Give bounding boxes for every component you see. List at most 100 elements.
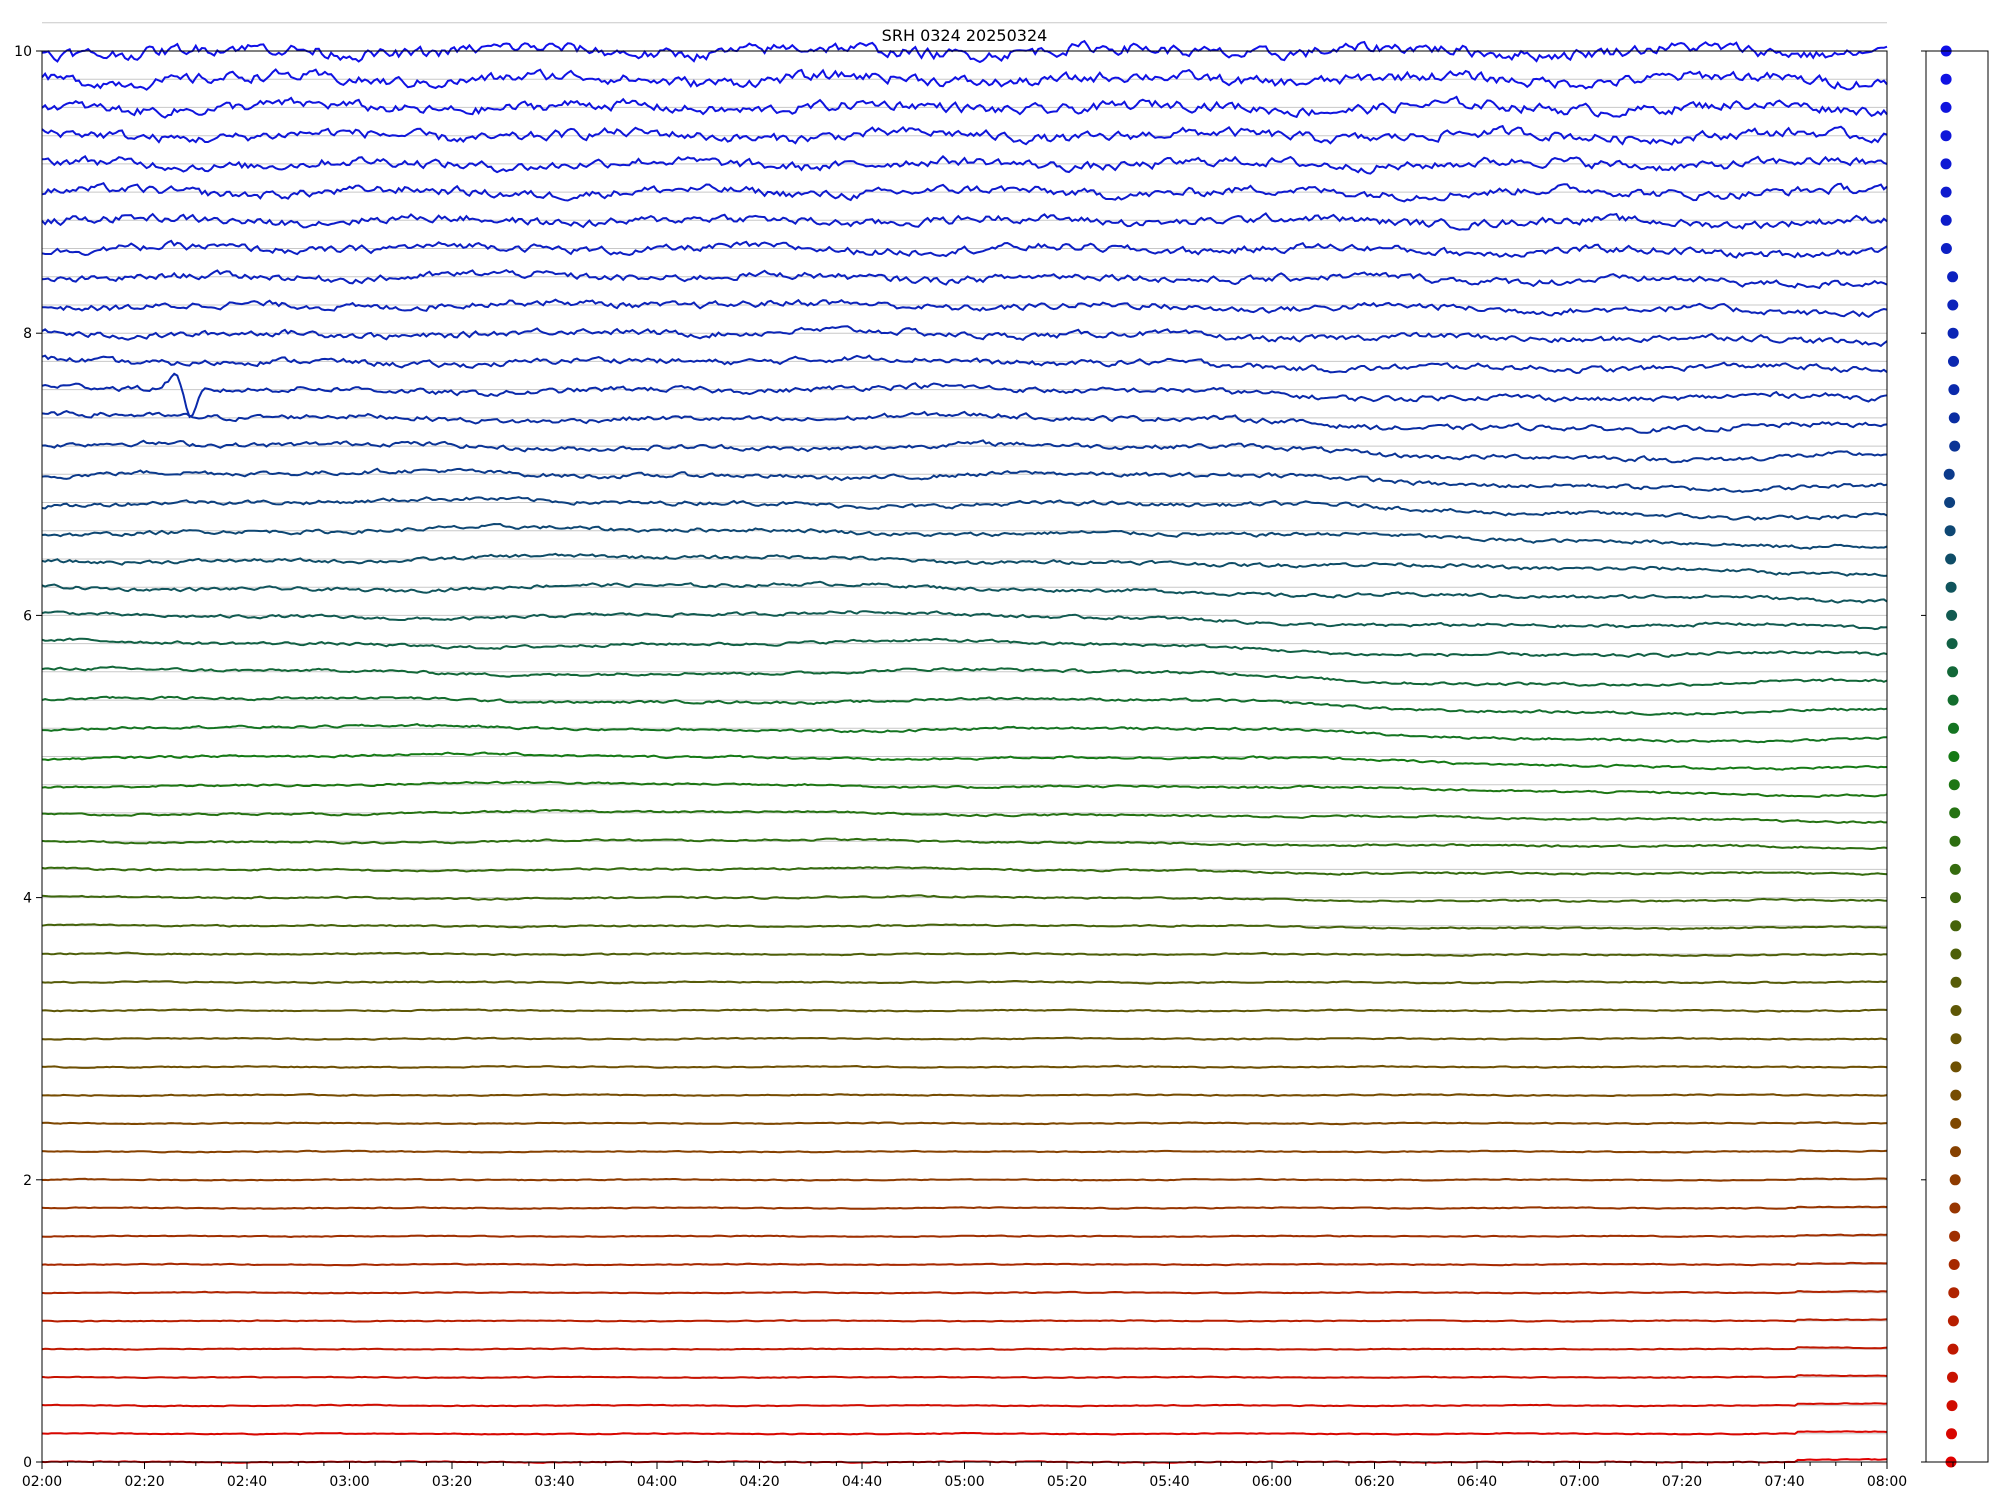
series-line <box>41 239 1888 259</box>
series-marker <box>1947 694 1959 706</box>
series-line <box>41 1402 1888 1408</box>
series-line <box>41 95 1888 119</box>
series-marker <box>1949 1230 1961 1242</box>
x-tick-label: 02:00 <box>22 1474 62 1490</box>
series-marker <box>1940 214 1952 226</box>
series-marker <box>1950 1089 1962 1101</box>
series-line <box>41 1121 1888 1126</box>
series-line <box>42 808 1887 824</box>
x-tick-label: 02:40 <box>227 1474 267 1490</box>
x-tick-label: 08:00 <box>1867 1474 1907 1490</box>
series-line <box>41 325 1888 348</box>
x-tick-label: 07:00 <box>1559 1474 1599 1490</box>
axes-layer: 0 2 4 6 8 10 02:00 02:20 02:40 03:00 03:20 03:40 04:… <box>14 44 1907 1490</box>
series-marker <box>1940 243 1952 254</box>
series-line <box>41 837 1888 851</box>
series-layer <box>41 39 1888 1464</box>
series-marker <box>1949 1202 1961 1214</box>
x-tick-label: 06:00 <box>1252 1474 1292 1490</box>
x-tick-label: 07:40 <box>1764 1474 1804 1490</box>
series-line <box>41 1205 1888 1210</box>
x-tick-label: 05:00 <box>944 1474 984 1490</box>
series-marker <box>1949 835 1961 847</box>
y-tick-label: 4 <box>23 891 32 907</box>
series-line <box>41 1149 1888 1154</box>
chart-title: SRH 0324 20250324 <box>881 26 1048 45</box>
series-marker <box>1950 892 1961 904</box>
series-line <box>42 751 1888 771</box>
series-marker <box>1940 158 1952 170</box>
x-tick-label: 03:20 <box>432 1474 472 1490</box>
series-line <box>41 354 1888 375</box>
x-tick-label: 03:00 <box>329 1474 369 1490</box>
series-line <box>41 951 1888 958</box>
x-tick-label: 04:20 <box>739 1474 779 1490</box>
series-line <box>41 39 1888 64</box>
y-tick-label: 6 <box>23 608 32 624</box>
series-marker <box>1950 1146 1961 1158</box>
series-line <box>41 552 1888 577</box>
series-marker <box>1947 666 1959 678</box>
series-line <box>41 212 1888 231</box>
series-marker <box>1945 581 1957 593</box>
series-line <box>41 372 1888 419</box>
series-marker <box>1949 1174 1961 1186</box>
series-line <box>41 1233 1888 1239</box>
series-line <box>41 496 1888 521</box>
series-line <box>42 1092 1888 1098</box>
series-marker <box>1950 948 1962 960</box>
series-marker <box>1948 1287 1960 1299</box>
series-line <box>41 894 1888 903</box>
series-marker <box>1946 1400 1958 1412</box>
side-panel-frame <box>1925 50 1989 1463</box>
x-tick-label: 03:40 <box>534 1474 574 1490</box>
x-tick-label: 06:40 <box>1457 1474 1497 1490</box>
y-tick-label: 2 <box>23 1173 32 1189</box>
series-line <box>42 723 1887 744</box>
series-line <box>41 637 1888 658</box>
series-marker <box>1947 299 1959 311</box>
series-marker <box>1948 412 1960 424</box>
series-marker <box>1944 525 1956 537</box>
series-line <box>41 695 1888 716</box>
series-marker <box>1949 863 1961 875</box>
series-line <box>41 1346 1888 1351</box>
series-marker <box>1946 1428 1957 1440</box>
series-line <box>41 780 1888 798</box>
series-line <box>41 181 1888 203</box>
series-marker <box>1945 553 1957 565</box>
x-tick-label: 04:00 <box>637 1474 677 1490</box>
series-marker <box>1947 327 1959 339</box>
series-line <box>41 124 1888 146</box>
series-marker <box>1940 73 1952 85</box>
series-line <box>41 665 1888 687</box>
side-panel <box>1921 45 1989 1468</box>
series-line <box>41 923 1888 931</box>
series-line <box>41 522 1888 550</box>
y-tick-label: 8 <box>23 326 32 342</box>
series-line <box>41 410 1888 434</box>
series-line <box>41 1008 1888 1013</box>
series-marker <box>1947 1315 1959 1327</box>
series-marker <box>1948 384 1960 396</box>
grid-layer <box>42 22 1887 1463</box>
series-marker <box>1950 1061 1962 1073</box>
series-marker <box>1947 271 1959 283</box>
series-marker <box>1946 638 1958 650</box>
series-marker <box>1950 1005 1962 1016</box>
series-marker <box>1948 355 1959 367</box>
x-tick-label: 05:40 <box>1149 1474 1189 1490</box>
x-tick-label: 06:20 <box>1354 1474 1394 1490</box>
series-marker <box>1940 130 1952 142</box>
series-line <box>41 467 1888 493</box>
series-marker <box>1948 722 1959 734</box>
series-line <box>41 268 1888 290</box>
x-tick-label: 02:20 <box>124 1474 164 1490</box>
x-tick-label: 07:20 <box>1662 1474 1702 1490</box>
series-line <box>41 610 1888 631</box>
series-marker <box>1948 1259 1960 1270</box>
series-line <box>41 1290 1888 1295</box>
series-marker <box>1949 440 1961 452</box>
series-marker <box>1946 609 1958 621</box>
